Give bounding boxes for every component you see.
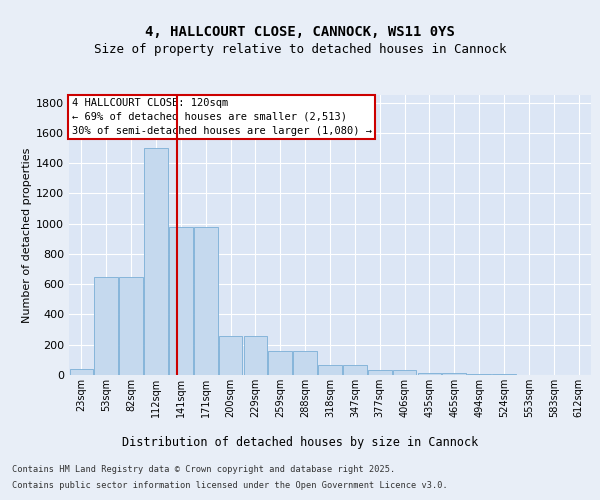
Bar: [244, 336, 267, 375]
Bar: [393, 370, 416, 375]
Bar: [418, 372, 441, 375]
Bar: [368, 370, 392, 375]
Bar: [293, 351, 317, 375]
Bar: [467, 374, 491, 375]
Y-axis label: Number of detached properties: Number of detached properties: [22, 148, 32, 322]
Bar: [318, 365, 342, 375]
Bar: [343, 365, 367, 375]
Bar: [219, 336, 242, 375]
Bar: [94, 276, 118, 375]
Bar: [119, 276, 143, 375]
Text: Contains HM Land Registry data © Crown copyright and database right 2025.: Contains HM Land Registry data © Crown c…: [12, 466, 395, 474]
Bar: [492, 374, 516, 375]
Text: Distribution of detached houses by size in Cannock: Distribution of detached houses by size …: [122, 436, 478, 449]
Bar: [169, 228, 193, 375]
Text: Contains public sector information licensed under the Open Government Licence v3: Contains public sector information licen…: [12, 480, 448, 490]
Text: 4 HALLCOURT CLOSE: 120sqm
← 69% of detached houses are smaller (2,513)
30% of se: 4 HALLCOURT CLOSE: 120sqm ← 69% of detac…: [71, 98, 371, 136]
Bar: [70, 369, 93, 375]
Bar: [194, 228, 218, 375]
Bar: [144, 148, 168, 375]
Bar: [442, 372, 466, 375]
Bar: [268, 351, 292, 375]
Text: Size of property relative to detached houses in Cannock: Size of property relative to detached ho…: [94, 44, 506, 57]
Text: 4, HALLCOURT CLOSE, CANNOCK, WS11 0YS: 4, HALLCOURT CLOSE, CANNOCK, WS11 0YS: [145, 26, 455, 40]
